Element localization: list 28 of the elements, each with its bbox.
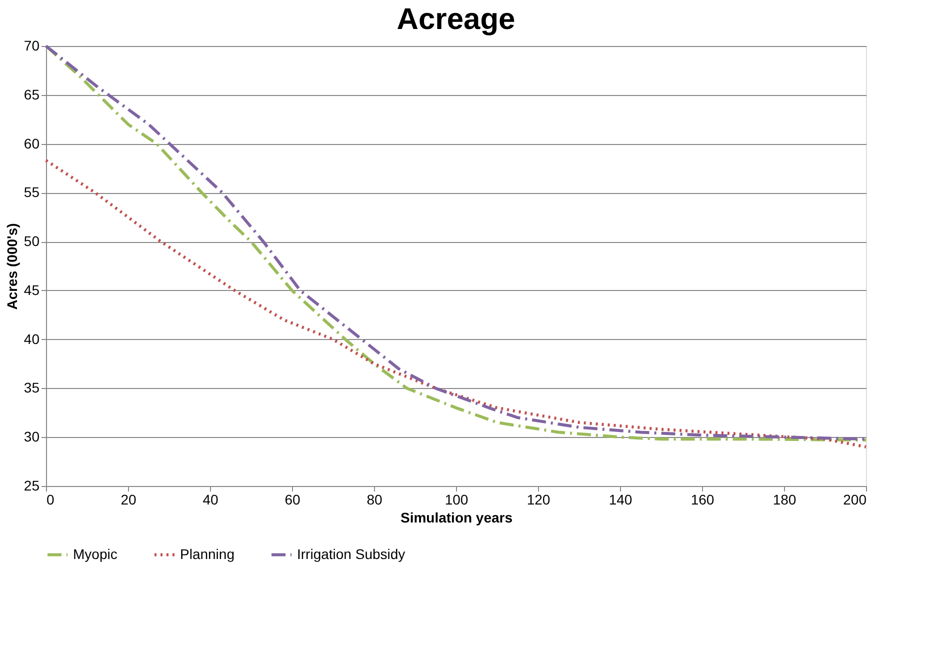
legend-label: Irrigation Subsidy bbox=[297, 546, 406, 562]
y-tick-label: 35 bbox=[24, 380, 40, 396]
chart-title: Acreage bbox=[396, 3, 516, 36]
x-tick-label: 120 bbox=[526, 492, 550, 508]
x-tick-label: 0 bbox=[46, 492, 54, 508]
y-tick-label: 55 bbox=[24, 184, 40, 200]
y-tick-label: 60 bbox=[24, 135, 40, 152]
y-tick-label: 65 bbox=[24, 86, 40, 102]
legend-label: Planning bbox=[180, 546, 234, 562]
x-tick-label: 20 bbox=[120, 492, 136, 508]
x-tick-label: 40 bbox=[202, 492, 218, 508]
y-tick-label: 40 bbox=[24, 330, 40, 347]
y-tick-label: 25 bbox=[24, 478, 40, 494]
x-tick-label: 60 bbox=[284, 492, 300, 508]
x-tick-label: 180 bbox=[772, 492, 796, 508]
y-axis-title: Acres (000's) bbox=[4, 223, 20, 310]
x-axis-title: Simulation years bbox=[400, 510, 513, 526]
legend-label: Myopic bbox=[73, 546, 118, 562]
y-tick-label: 50 bbox=[24, 233, 40, 250]
x-tick-label: 140 bbox=[608, 492, 632, 508]
x-tick-label: 80 bbox=[366, 492, 382, 508]
y-tick-label: 70 bbox=[24, 38, 40, 54]
y-tick-label: 45 bbox=[24, 282, 40, 298]
x-tick-label: 160 bbox=[690, 492, 714, 508]
y-tick-label: 30 bbox=[24, 428, 40, 445]
line-series bbox=[44, 158, 868, 448]
x-tick-label: 100 bbox=[444, 492, 468, 508]
x-tick-label: 200 bbox=[843, 492, 867, 508]
